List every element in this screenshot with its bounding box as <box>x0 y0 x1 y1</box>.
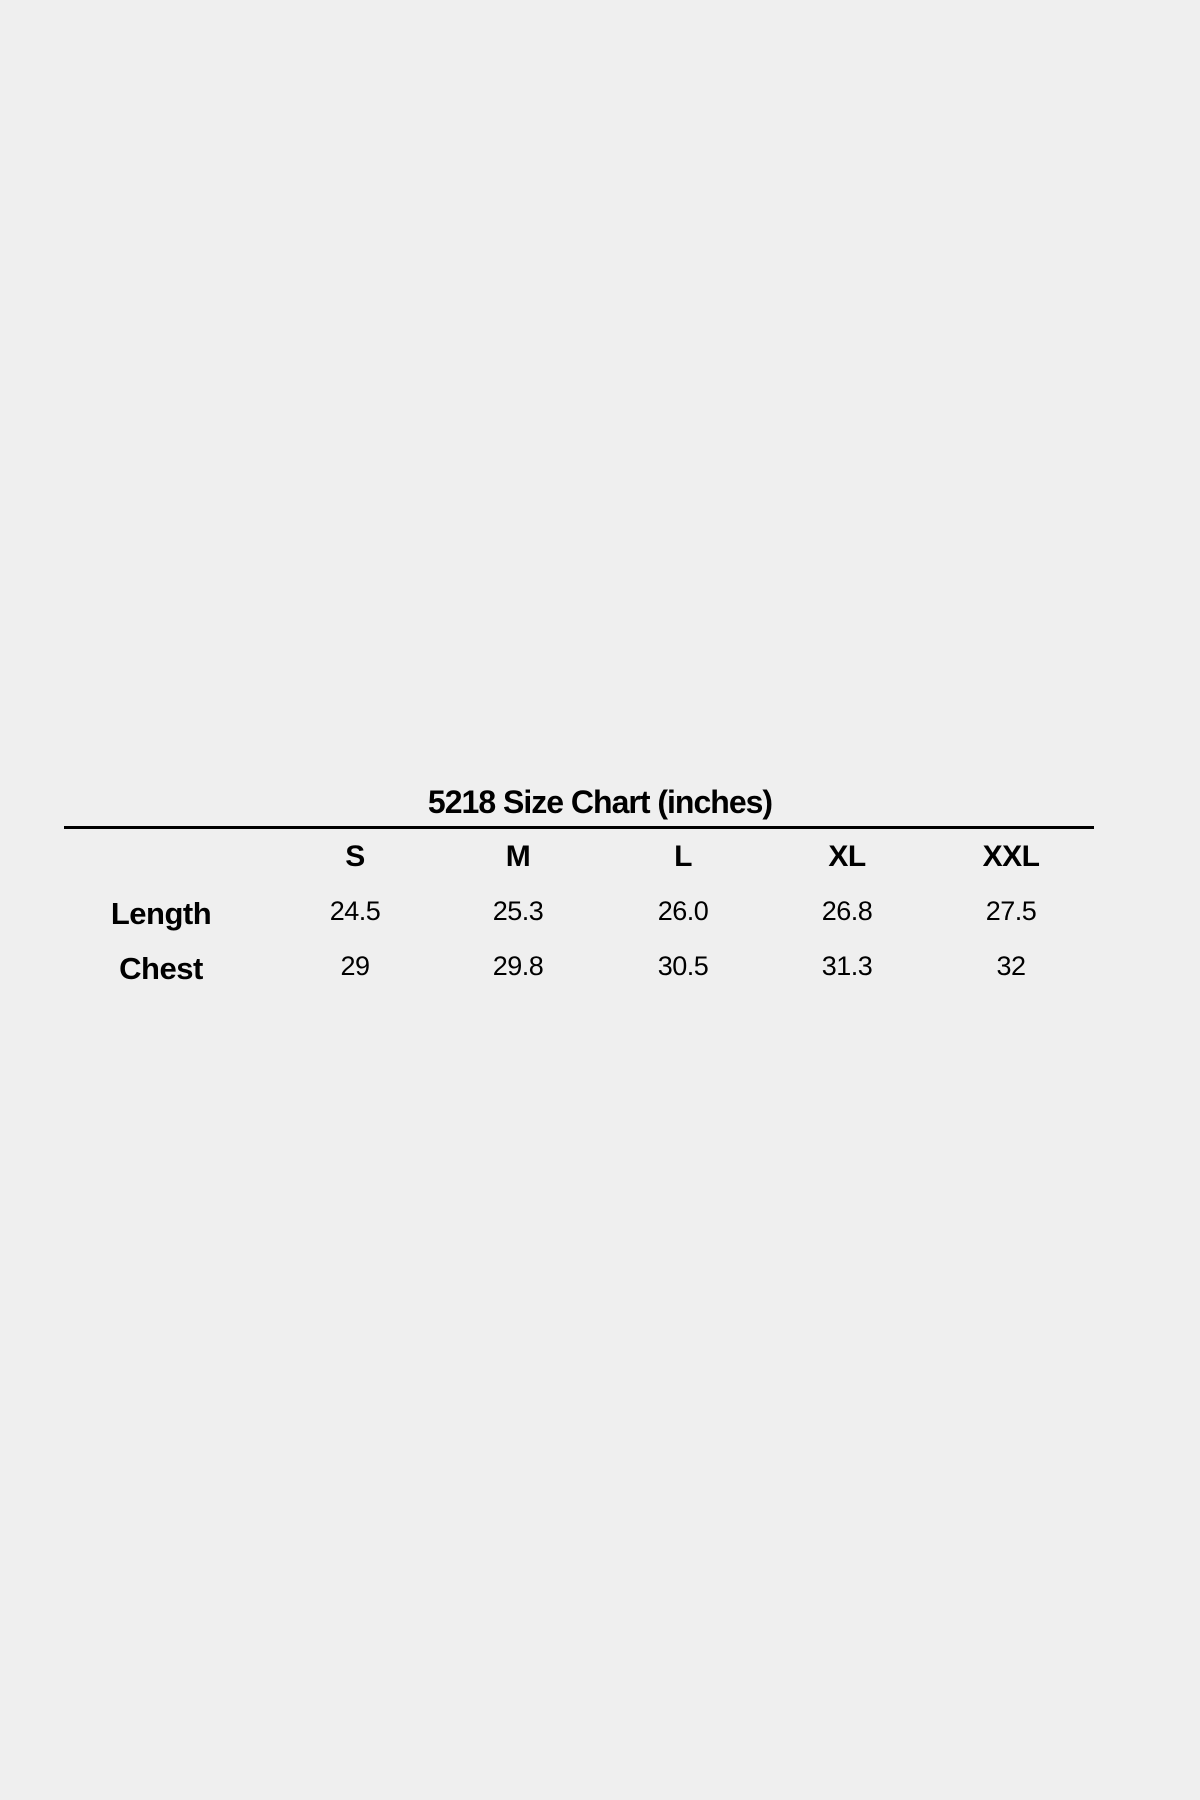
column-header-m: M <box>505 840 531 873</box>
row-label-length: Length <box>110 896 212 931</box>
table-cell: 31.3 <box>821 951 873 981</box>
table-cell: 26.0 <box>657 896 709 926</box>
row-label-chest: Chest <box>119 951 203 986</box>
table-cell: 26.8 <box>821 896 873 926</box>
column-header-xxl: XXL <box>982 840 1040 873</box>
table-cell: 27.5 <box>985 896 1037 926</box>
table-cell: 30.5 <box>657 951 709 981</box>
table-cell: 29 <box>340 951 370 981</box>
table-cell: 24.5 <box>329 896 381 926</box>
column-header-s: S <box>345 840 365 873</box>
table-cell: 29.8 <box>492 951 544 981</box>
title-divider <box>64 826 1094 829</box>
table-cell: 25.3 <box>492 896 544 926</box>
table-cell: 32 <box>996 951 1026 981</box>
column-header-xl: XL <box>828 840 866 873</box>
column-header-l: L <box>674 840 692 873</box>
size-chart-title: 5218 Size Chart (inches) <box>427 784 773 820</box>
